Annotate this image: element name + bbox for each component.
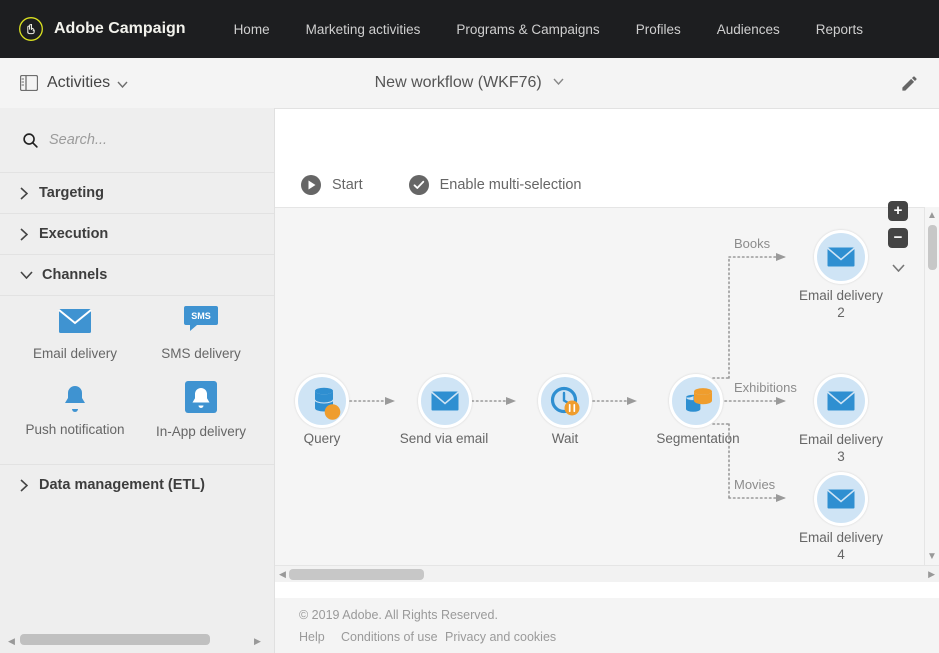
svg-text:SMS: SMS	[191, 311, 211, 321]
svg-text:Exhibitions: Exhibitions	[734, 380, 797, 395]
svg-text:Books: Books	[734, 236, 771, 251]
svg-text:Movies: Movies	[734, 477, 776, 492]
